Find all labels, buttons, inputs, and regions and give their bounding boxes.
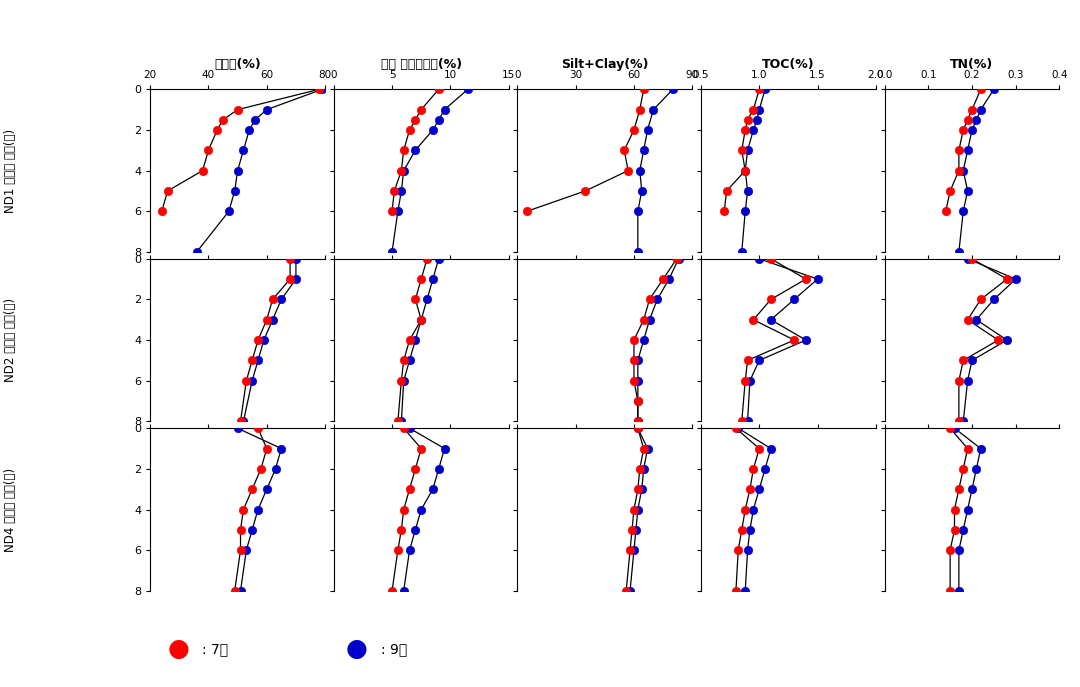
Text: : 7월: : 7월 <box>202 642 228 656</box>
Text: ●: ● <box>167 638 189 661</box>
Text: ND4 퇴적물 깊이(㎝): ND4 퇴적물 깊이(㎝) <box>4 467 17 552</box>
Text: TOC(%): TOC(%) <box>762 58 814 71</box>
Text: ND2 퇴적물 깊이(㎝): ND2 퇴적물 깊이(㎝) <box>4 298 17 382</box>
Text: : 9월: : 9월 <box>381 642 407 656</box>
Text: ●: ● <box>346 638 367 661</box>
Text: ND1 퇴적물 깊이(㎝): ND1 퇴적물 깊이(㎝) <box>4 128 17 213</box>
Text: TN(%): TN(%) <box>950 58 994 71</box>
Text: 함수율(%): 함수율(%) <box>214 58 261 71</box>
Text: 완전 연소가능량(%): 완전 연소가능량(%) <box>380 58 462 71</box>
Text: Silt+Clay(%): Silt+Clay(%) <box>561 58 649 71</box>
